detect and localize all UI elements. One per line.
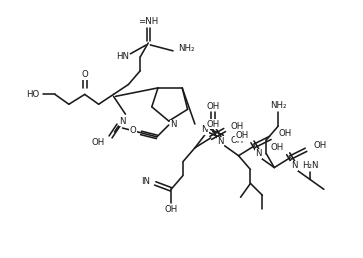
Text: OH: OH: [206, 102, 219, 111]
Text: OH: OH: [235, 131, 249, 140]
Text: N: N: [217, 137, 224, 146]
Text: OH: OH: [231, 136, 244, 145]
Text: =NH: =NH: [138, 17, 158, 26]
Text: N: N: [119, 117, 126, 126]
Text: O: O: [81, 70, 88, 79]
Text: N: N: [201, 125, 208, 134]
Text: NH₂: NH₂: [270, 101, 286, 110]
Text: N: N: [291, 161, 297, 170]
Text: OH: OH: [278, 130, 291, 139]
Text: OH: OH: [231, 122, 244, 131]
Text: IN: IN: [141, 177, 150, 186]
Text: H₂N: H₂N: [302, 161, 318, 170]
Text: OH: OH: [314, 141, 327, 150]
Text: N: N: [255, 149, 262, 158]
Text: N: N: [171, 120, 177, 130]
Text: OH: OH: [164, 205, 178, 214]
Text: OH: OH: [91, 138, 105, 147]
Text: O: O: [130, 126, 136, 135]
Text: NH₂: NH₂: [178, 44, 195, 53]
Text: OH: OH: [271, 143, 284, 152]
Text: HN: HN: [116, 52, 129, 61]
Text: HO: HO: [26, 90, 39, 99]
Text: OH: OH: [206, 119, 219, 128]
